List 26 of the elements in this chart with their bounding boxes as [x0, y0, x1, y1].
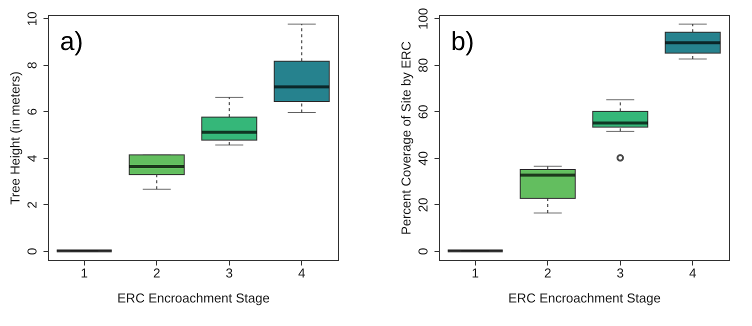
- y-tick-label: 2: [24, 201, 40, 209]
- y-axis-title: Tree Height (in meters): [8, 71, 22, 205]
- y-tick-label: 0: [24, 248, 40, 256]
- y-tick-label: 80: [416, 58, 430, 73]
- x-axis-title: ERC Encroachment Stage: [508, 290, 661, 306]
- x-tick-label: 3: [226, 266, 233, 280]
- y-tick-label: 60: [416, 104, 430, 120]
- y-tick-label: 20: [416, 198, 430, 212]
- x-tick-label: 2: [153, 266, 160, 280]
- y-tick-label: 6: [24, 108, 40, 116]
- x-tick-label: 1: [472, 266, 479, 280]
- x-tick-label: 1: [80, 266, 88, 280]
- annotation: b): [451, 26, 474, 56]
- y-tick-label: 40: [416, 151, 430, 166]
- x-tick-label: 3: [616, 266, 624, 280]
- x-tick-label: 4: [298, 266, 306, 280]
- y-tick-label: 0: [416, 248, 430, 256]
- y-tick-label: 4: [24, 154, 40, 162]
- x-tick-label: 2: [544, 266, 552, 280]
- annotation: a): [60, 26, 84, 56]
- x-tick-label: 4: [689, 266, 696, 280]
- y-tick-label: 8: [24, 62, 40, 69]
- y-axis-title: Percent Coverage of Site by ERC: [398, 41, 414, 235]
- y-tick-label: 10: [24, 12, 40, 26]
- y-tick-label: 100: [416, 8, 430, 30]
- x-axis-title: ERC Encroachment Stage: [117, 290, 270, 306]
